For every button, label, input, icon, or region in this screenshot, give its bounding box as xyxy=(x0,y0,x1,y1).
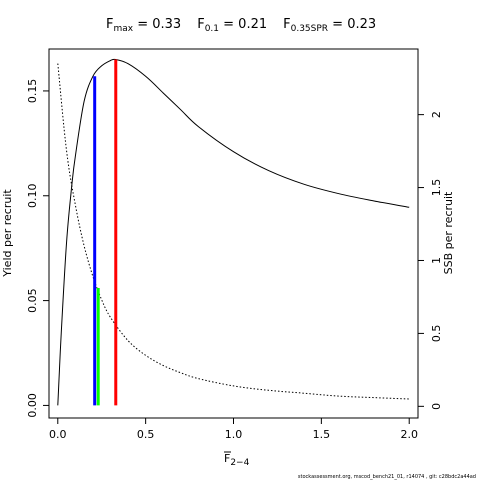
reference-lines xyxy=(93,59,118,406)
fspr-sub: 0.35SPR xyxy=(291,24,328,34)
y-right-tick-label: 1 xyxy=(430,257,443,264)
y-axis-label-left: Yield per recruit xyxy=(1,189,14,278)
y-right-tick-label: 0 xyxy=(430,403,443,410)
y-left-tick-label: 0.15 xyxy=(26,79,39,104)
x-axis-label-main: F xyxy=(224,452,230,465)
plot-frame xyxy=(48,48,419,419)
x-tick-label: 1.0 xyxy=(225,428,243,441)
f01-sub: 0.1 xyxy=(205,24,219,34)
fspr-value: = 0.23 xyxy=(328,17,376,32)
x-tick-label: 0.5 xyxy=(137,428,155,441)
y-right-tick-label: 1.5 xyxy=(430,179,443,197)
fmax-value: = 0.33 xyxy=(133,17,181,32)
y-left-tick-label: 0.00 xyxy=(26,393,39,418)
x-tick-label: 0.0 xyxy=(49,428,67,441)
footer-text: stockassessment.org, mscod_bench21_01, r… xyxy=(298,474,476,480)
y-left-tick-label: 0.10 xyxy=(26,184,39,209)
x-tick-label: 1.5 xyxy=(313,428,331,441)
y-axis-right: 0 0.5 1 1.5 2 xyxy=(418,111,443,410)
y-left-tick-label: 0.05 xyxy=(26,288,39,313)
x-tick-label: 2.0 xyxy=(400,428,418,441)
y-right-tick-label: 0.5 xyxy=(430,325,443,343)
y-axis-label-right: SSB per recruit xyxy=(442,191,455,274)
fmax-sub: max xyxy=(113,24,133,34)
chart-title: Fmax = 0.33 F0.1 = 0.21 F0.35SPR = 0.23 xyxy=(106,17,376,34)
ssb-per-recruit-curve xyxy=(57,63,410,400)
x-axis: 0.0 0.5 1.0 1.5 2.0 xyxy=(49,418,418,441)
f01-label: F xyxy=(197,17,204,32)
fspr-label: F xyxy=(283,17,290,32)
x-axis-label: F2−4 xyxy=(224,452,250,468)
yield-per-recruit-curve xyxy=(57,58,410,406)
x-axis-label-sub: 2−4 xyxy=(230,458,249,468)
fmax-label: F xyxy=(106,17,113,32)
f01-value: = 0.21 xyxy=(219,17,267,32)
y-axis-left: 0.00 0.05 0.10 0.15 xyxy=(26,79,49,418)
y-right-tick-label: 2 xyxy=(430,111,443,118)
curves xyxy=(57,58,410,406)
